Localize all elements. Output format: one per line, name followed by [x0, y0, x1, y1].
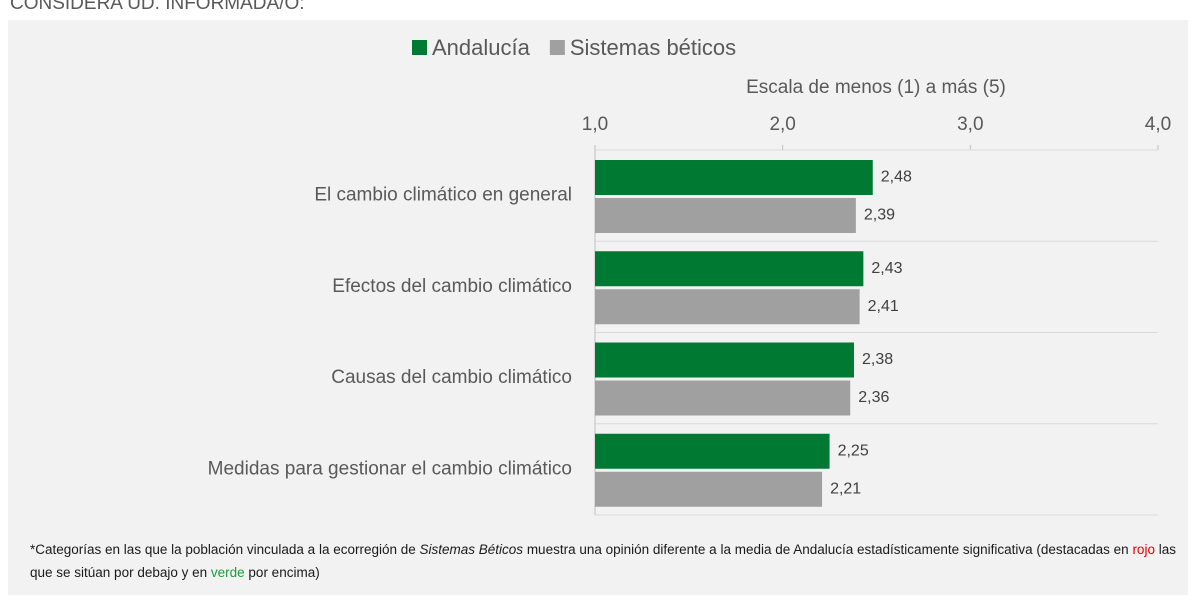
- value-label: 2,38: [862, 351, 893, 368]
- value-label: 2,41: [868, 298, 899, 315]
- axis-title: Escala de menos (1) a más (5): [746, 77, 1006, 98]
- category-label: Efectos del cambio climático: [332, 276, 572, 297]
- footnote-text: las que se sitúan por debajo y en: [30, 542, 1176, 580]
- footnote-text: muestra una opinión diferente a la media…: [523, 542, 1133, 557]
- footnote-text: verde: [210, 565, 245, 580]
- legend-label: Andalucía: [432, 35, 531, 60]
- x-tick-label: 3,0: [957, 114, 983, 135]
- value-label: 2,25: [838, 442, 869, 459]
- bar: [595, 289, 860, 325]
- bar: [595, 433, 830, 469]
- value-label: 2,48: [881, 169, 912, 186]
- category-label: Causas del cambio climático: [331, 367, 572, 388]
- value-label: 2,43: [871, 260, 902, 277]
- category-label: Medidas para gestionar el cambio climáti…: [208, 458, 572, 479]
- value-label: 2,39: [864, 207, 895, 224]
- legend-swatch: [549, 40, 565, 55]
- bar: [595, 342, 854, 378]
- footnote: *Categorías en las que la población vinc…: [30, 538, 1180, 584]
- bar: [595, 251, 864, 287]
- bar: [595, 198, 856, 233]
- bar: [595, 471, 823, 507]
- legend-label: Sistemas béticos: [570, 35, 736, 60]
- x-tick-label: 1,0: [582, 114, 608, 135]
- footnote-text: por encima): [244, 565, 320, 580]
- footnote-text: rojo: [1132, 542, 1155, 557]
- subtitle: CONSIDERA UD. INFORMADA/O:: [10, 0, 305, 14]
- x-tick-label: 2,0: [769, 114, 795, 135]
- footnote-text: *Categorías en las que la población vinc…: [30, 542, 420, 557]
- value-label: 2,21: [830, 480, 861, 497]
- legend-swatch: [412, 40, 427, 55]
- x-tick-label: 4,0: [1145, 114, 1171, 135]
- bar: [595, 380, 851, 416]
- bar: [595, 160, 873, 195]
- category-label: El cambio climático en general: [314, 185, 572, 206]
- value-label: 2,36: [858, 389, 889, 406]
- footnote-text: Sistemas Béticos: [419, 542, 524, 557]
